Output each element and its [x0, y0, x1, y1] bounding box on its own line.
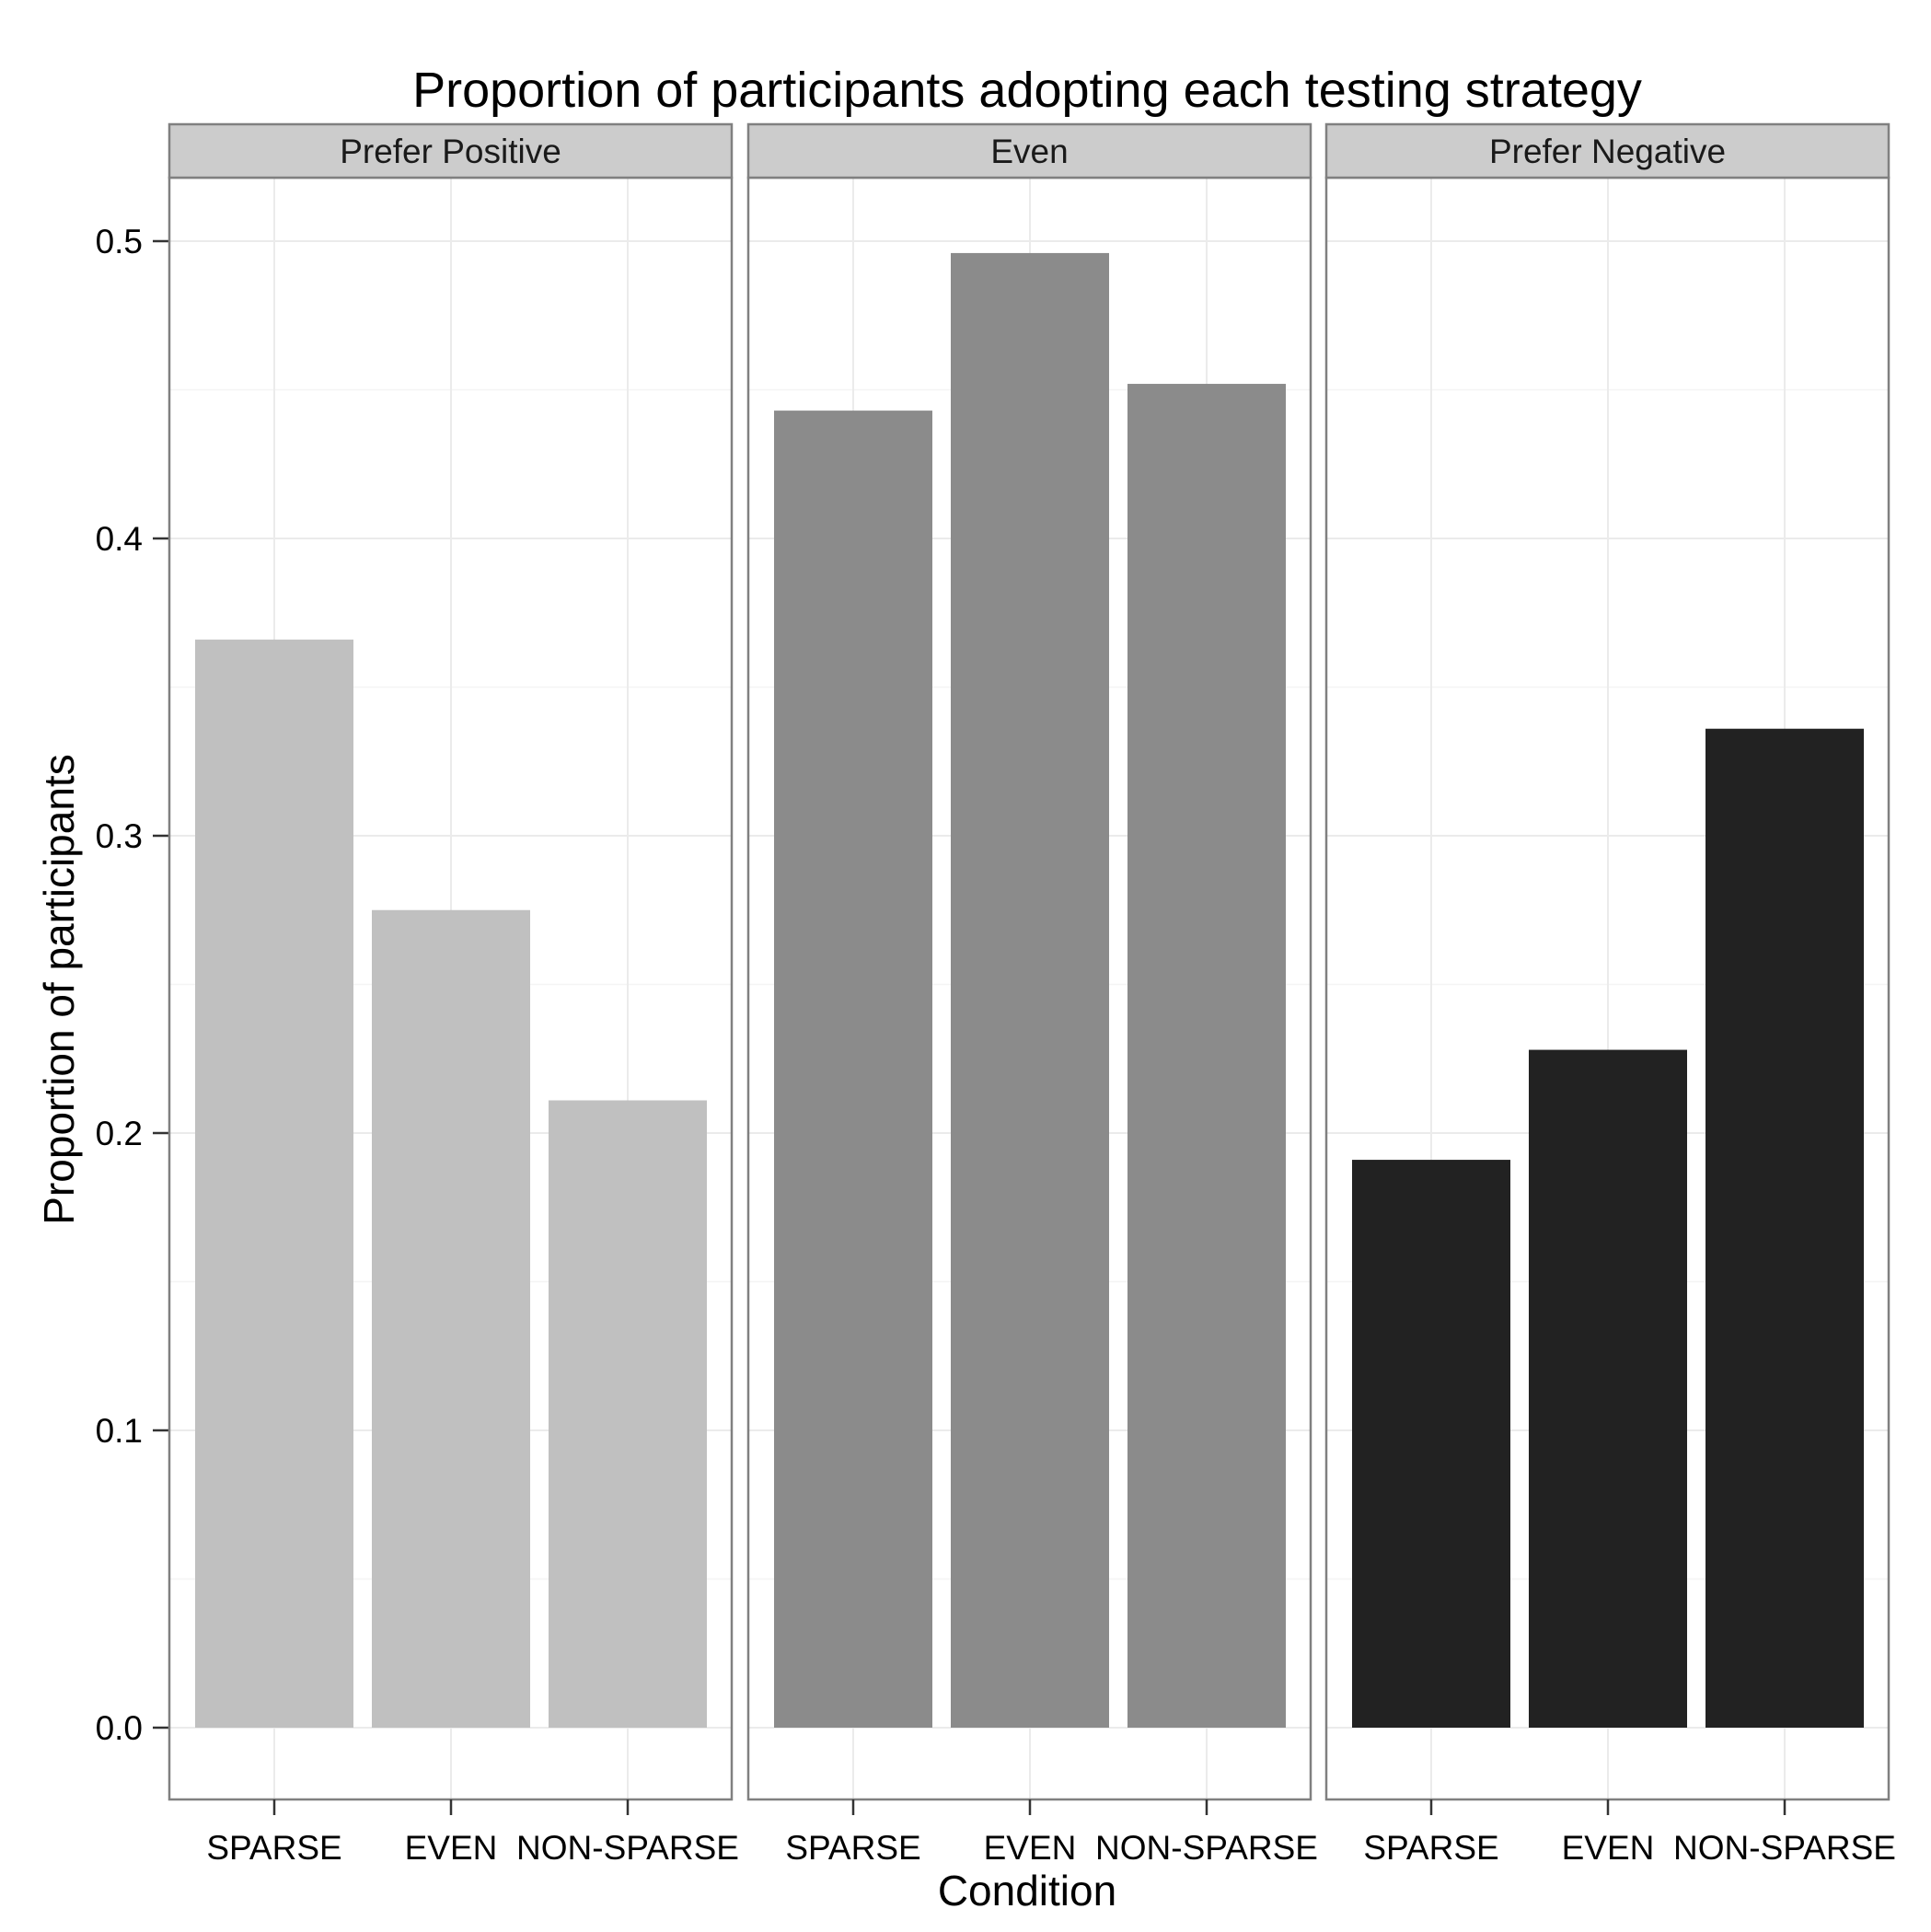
facet-strip	[746, 122, 1312, 179]
y-tick-label: 0.0	[96, 1709, 143, 1747]
bar	[549, 1100, 707, 1728]
bar	[1706, 728, 1864, 1728]
bar	[774, 411, 932, 1728]
bar	[1529, 1049, 1687, 1728]
bar	[951, 252, 1109, 1728]
y-tick-label: 0.4	[96, 520, 143, 558]
y-tick-label: 0.2	[96, 1115, 143, 1152]
y-axis-title: Proportion of participants	[35, 754, 83, 1224]
y-tick-label: 0.3	[96, 817, 143, 855]
bar	[195, 639, 353, 1728]
x-tick-label: EVEN	[1562, 1829, 1655, 1867]
y-tick-label: 0.5	[96, 223, 143, 260]
x-tick-label: NON-SPARSE	[1673, 1829, 1896, 1867]
x-tick-label: EVEN	[405, 1829, 498, 1867]
x-tick-label: SPARSE	[785, 1829, 920, 1867]
facet-strip-label: Even	[990, 133, 1068, 170]
chart-title: Proportion of participants adopting each…	[412, 63, 1642, 118]
x-tick-label: EVEN	[984, 1829, 1077, 1867]
x-tick-label: NON-SPARSE	[516, 1829, 739, 1867]
facet-panel: Even SPARSE EVEN NON-SPARSE	[746, 122, 1318, 1867]
facet-strip	[168, 122, 734, 179]
facet-panel: Prefer Negative SPARSE EVEN NON-SPARSE	[1324, 122, 1896, 1867]
bar	[372, 909, 530, 1728]
y-axis-ticks: 0.0 0.1 0.2 0.3 0.4 0.5	[96, 223, 169, 1747]
x-tick-label: NON-SPARSE	[1095, 1829, 1318, 1867]
facet-strip-label: Prefer Positive	[340, 133, 561, 170]
facet-panel: Prefer Positive SPARSE EVEN NON-SPARSE	[168, 122, 739, 1867]
x-axis-title: Condition	[938, 1867, 1116, 1915]
bar	[1127, 384, 1286, 1728]
facet-strip	[1324, 122, 1891, 179]
facet-panels: Prefer Positive SPARSE EVEN NON-SPARSE Even S…	[168, 122, 1896, 1867]
x-tick-label: SPARSE	[206, 1829, 341, 1867]
bar	[1352, 1160, 1510, 1728]
facet-strip-label: Prefer Negative	[1489, 133, 1726, 170]
y-tick-label: 0.1	[96, 1412, 143, 1450]
x-tick-label: SPARSE	[1363, 1829, 1498, 1867]
